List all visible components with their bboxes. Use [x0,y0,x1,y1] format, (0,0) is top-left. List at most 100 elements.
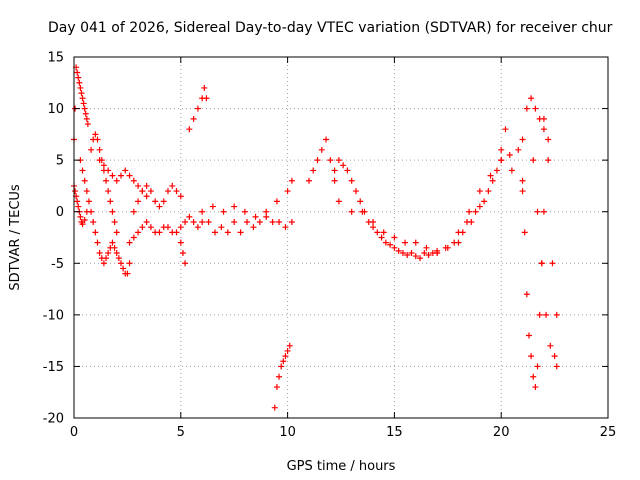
data-point-s5 [117,172,124,179]
data-point-s14 [399,249,406,256]
data-point-s15 [391,234,398,241]
data-point-s17 [489,177,496,184]
chart-title: Day 041 of 2026, Sidereal Day-to-day VTE… [48,20,613,36]
grid [74,57,608,418]
data-point-s11 [241,208,248,215]
data-point-s7 [164,188,171,195]
data-point-s10 [205,219,212,226]
data-point-s3 [85,198,92,205]
data-point-s7 [156,203,163,210]
data-point-s19 [532,384,539,391]
data-point-s17 [532,105,539,112]
y-axis-label: SDTVAR / TECUs [8,184,23,291]
data-point-s9 [190,115,197,122]
data-point-s12 [286,342,293,349]
data-point-s7 [139,188,146,195]
data-point-s1 [78,90,85,97]
data-point-s7 [135,198,142,205]
data-point-s15 [412,239,419,246]
data-point-s20 [551,353,558,360]
y-tick-label: -20 [43,412,64,427]
data-point-s20 [547,342,554,349]
x-tick-label: 5 [177,425,185,440]
data-point-s16 [498,146,505,153]
data-point-s20 [530,157,537,164]
data-point-s4 [113,229,120,236]
data-point-s5 [130,177,137,184]
data-point-s4 [107,198,114,205]
data-point-s21 [553,311,560,318]
data-point-s19 [519,188,526,195]
data-point-s12 [280,358,287,365]
data-point-s4 [103,177,110,184]
data-point-s19 [528,353,535,360]
data-point-s19 [530,373,537,380]
data-point-s14 [404,252,411,259]
data-point-s14 [395,247,402,254]
x-axis-label: GPS time / hours [287,459,396,474]
data-point-s4 [111,219,118,226]
data-point-s10 [218,224,225,231]
data-point-s15 [380,229,387,236]
data-point-s11 [263,208,270,215]
data-point-s3 [90,219,97,226]
data-point-s1 [79,95,86,102]
data-point-s15 [423,244,430,251]
data-point-s14 [408,249,415,256]
data-point-s11 [220,208,227,215]
data-point-s14 [335,157,342,164]
data-point-s21 [549,260,556,267]
data-point-s14 [417,255,424,262]
data-point-s3 [100,260,107,267]
data-point-s19 [534,363,541,370]
axis-ticks: 0 5 10 15 20 25 -20 -15 -10 -5 0 5 10 15 [43,51,617,441]
data-point-s19 [536,311,543,318]
data-point-s6 [194,224,201,231]
data-point-s7 [152,198,159,205]
data-point-s3 [113,249,120,256]
data-point-s10 [256,219,263,226]
data-point-s6 [147,224,154,231]
data-point-s11 [252,213,259,220]
data-point-s10 [244,219,251,226]
data-point-s1 [82,110,89,117]
data-point-s1 [77,84,84,91]
data-point-s3 [83,188,90,195]
data-point-s6 [199,219,206,226]
data-point-s17 [506,151,513,158]
data-point-s1 [75,74,82,81]
data-point-s19 [523,291,530,298]
data-point-s19 [525,332,532,339]
data-point-s5 [143,193,150,200]
data-point-s7 [173,188,180,195]
data-point-s3 [96,249,103,256]
data-point-s13 [318,146,325,153]
data-point-s5 [126,172,133,179]
data-point-s2 [75,203,82,210]
data-point-s5 [113,177,120,184]
data-point-s11 [209,203,216,210]
data-point-s19 [540,208,547,215]
data-point-s3 [88,208,95,215]
data-point-s2 [74,198,81,205]
data-point-s17 [464,219,471,226]
data-point-s6 [182,219,189,226]
data-point-s12 [278,363,285,370]
data-point-s13 [323,136,330,143]
data-point-s6 [190,219,197,226]
data-point-s7 [160,198,167,205]
data-point-s14 [412,253,419,260]
data-point-s4 [109,208,116,215]
data-point-s7 [143,182,150,189]
data-point-s12 [282,353,289,360]
data-point-s18 [476,188,483,195]
data-point-s17 [481,198,488,205]
data-point-s2 [72,188,79,195]
data-point-s3 [94,239,101,246]
data-point-s14 [425,252,432,259]
data-point-s14 [391,244,398,251]
data-point-s11 [288,177,295,184]
data-point-s4 [92,131,99,138]
data-point-s8 [182,260,189,267]
